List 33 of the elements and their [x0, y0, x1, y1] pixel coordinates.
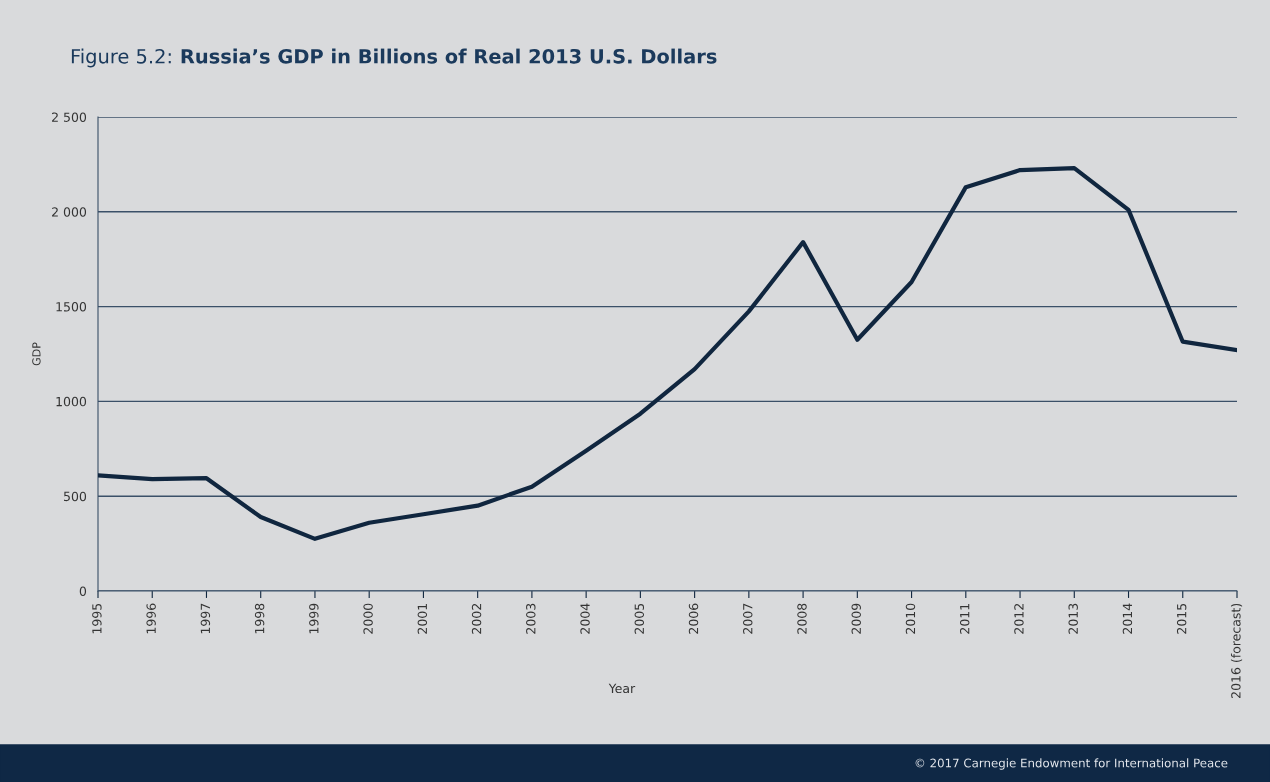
x-tick-label: 2000 [363, 603, 373, 634]
x-tick-label: 2015 [1176, 603, 1187, 634]
x-tick-label: 1995 [92, 603, 102, 634]
x-tick-label: 2010 [905, 603, 916, 634]
y-tick-label: 1500 [56, 302, 87, 312]
x-tick-label: 1999 [309, 603, 319, 634]
x-tick-label: 2001 [417, 603, 428, 634]
line-series [98, 166, 1237, 541]
x-tick-label: 2009 [851, 603, 861, 634]
y-tick-label: 0 [79, 586, 87, 596]
x-tick-label: 1998 [254, 603, 265, 634]
x-tick-label: 2003 [526, 603, 536, 634]
x-tick-label: 2005 [634, 603, 645, 634]
text: © 2017 Carnegie Endowment for International Peace [915, 758, 1228, 770]
y-tick-label: 2 000 [52, 207, 87, 217]
y-tick-label: 500 [63, 491, 87, 502]
x-tick-label: 1996 [146, 603, 156, 634]
x-tick-label: 2014 [1122, 603, 1133, 634]
x-tick-label: 2004 [580, 603, 590, 634]
y-tick-label: 1000 [56, 396, 87, 407]
x-tick-label: 2013 [1068, 603, 1078, 634]
x-axis-title: Year [608, 683, 636, 694]
x-tick-label: 1997 [200, 603, 211, 634]
x-tick-label: 2011 [959, 603, 970, 634]
x-tick-label: 2006 [688, 603, 699, 634]
x-tick-label: 2002 [471, 604, 482, 634]
chart-title: Figure 5.2: Russia’s GDP in Billions of Real 2013 U.S. Dollars [71, 48, 717, 68]
x-tick-label: 2008 [797, 603, 807, 634]
x-tick-label: 2012 [1014, 604, 1024, 634]
x-tick-label: 2007 [743, 603, 753, 634]
x-tick-label: 2016 (forecast) [1230, 603, 1243, 698]
y-tick-label: 2 500 [52, 112, 87, 122]
y-axis-title: GDP [32, 342, 41, 366]
